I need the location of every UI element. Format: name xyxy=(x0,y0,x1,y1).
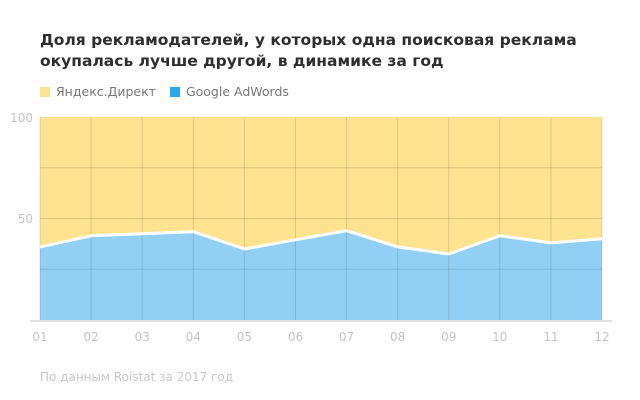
x-tick-label: 08 xyxy=(390,330,405,344)
x-tick-label: 09 xyxy=(441,330,456,344)
area-google xyxy=(40,230,602,320)
legend-label-google: Google AdWords xyxy=(185,84,289,99)
x-tick-label: 07 xyxy=(339,330,354,344)
y-tick-100: 100 xyxy=(10,111,33,125)
legend-label-yandex: Яндекс.Директ xyxy=(56,84,156,99)
x-tick-label: 11 xyxy=(543,330,558,344)
chart-title: Доля рекламодателей, у которых одна поис… xyxy=(40,31,577,70)
series-boundary-line xyxy=(39,229,603,256)
legend-item-google: Google AdWords xyxy=(169,84,289,99)
x-tick-label: 02 xyxy=(83,330,98,344)
x-tick-label: 10 xyxy=(492,330,507,344)
legend-swatch-yandex xyxy=(40,86,50,97)
x-tick-label: 03 xyxy=(135,330,150,344)
legend-swatch-google xyxy=(169,86,180,97)
x-tick-label: 05 xyxy=(237,330,252,344)
x-tick-label: 12 xyxy=(594,330,609,344)
legend: Яндекс.Директ Google AdWords xyxy=(40,84,289,99)
x-tick-label: 01 xyxy=(32,330,47,344)
x-tick-label: 04 xyxy=(186,330,201,344)
y-tick-50: 50 xyxy=(18,212,33,226)
legend-item-yandex: Яндекс.Директ xyxy=(40,84,156,99)
source-note: По данным Roistat за 2017 год xyxy=(40,370,234,384)
x-tick-label: 06 xyxy=(288,330,303,344)
